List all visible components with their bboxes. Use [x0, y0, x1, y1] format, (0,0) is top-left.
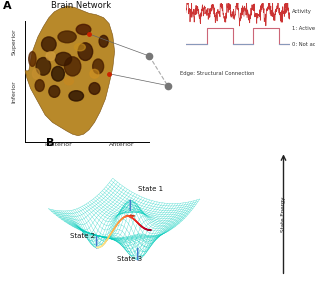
- Ellipse shape: [74, 43, 85, 51]
- Ellipse shape: [52, 66, 64, 81]
- Ellipse shape: [32, 68, 40, 79]
- Ellipse shape: [99, 35, 108, 47]
- Ellipse shape: [29, 52, 36, 66]
- Ellipse shape: [89, 83, 100, 94]
- Ellipse shape: [36, 58, 51, 75]
- Ellipse shape: [58, 31, 76, 43]
- Text: A: A: [3, 1, 12, 12]
- Ellipse shape: [49, 86, 60, 97]
- Text: Brain Network: Brain Network: [51, 1, 111, 11]
- Ellipse shape: [69, 91, 83, 101]
- Ellipse shape: [35, 80, 44, 91]
- Ellipse shape: [76, 24, 91, 35]
- Polygon shape: [25, 6, 115, 136]
- Text: Posterior: Posterior: [44, 142, 72, 148]
- Text: Anterior: Anterior: [109, 142, 135, 148]
- Text: State Energy: State Energy: [281, 196, 286, 232]
- Text: B: B: [45, 138, 54, 148]
- Text: Inferior: Inferior: [12, 80, 17, 103]
- Text: Edge: Structural Connection: Edge: Structural Connection: [180, 71, 255, 76]
- Text: 0: Not active: 0: Not active: [292, 42, 315, 47]
- Ellipse shape: [55, 53, 72, 66]
- Ellipse shape: [42, 37, 56, 52]
- Ellipse shape: [90, 69, 99, 78]
- Ellipse shape: [64, 78, 73, 85]
- Ellipse shape: [46, 52, 55, 60]
- Text: 1: Active: 1: Active: [292, 26, 315, 31]
- Text: Activity: Activity: [292, 9, 312, 14]
- Text: Superior: Superior: [12, 28, 17, 55]
- Ellipse shape: [93, 59, 104, 74]
- Ellipse shape: [78, 43, 93, 60]
- Ellipse shape: [64, 57, 81, 76]
